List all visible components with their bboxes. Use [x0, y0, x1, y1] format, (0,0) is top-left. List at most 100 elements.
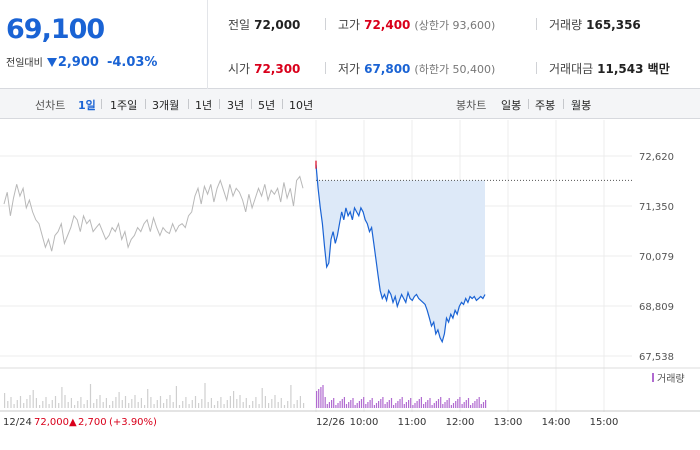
up-triangle-icon: ▲ — [69, 417, 77, 428]
volume-bar — [32, 390, 34, 408]
lower-limit: (하한가 50,400) — [414, 63, 496, 76]
chart-lines — [3, 160, 486, 344]
volume-bar — [124, 396, 127, 408]
volume-bar — [248, 405, 251, 408]
volume-bar — [420, 397, 422, 408]
divider — [282, 99, 283, 109]
volume-bar — [384, 404, 386, 408]
candle-chart-label: 봉차트 — [456, 99, 487, 112]
volume-bar — [239, 395, 241, 408]
volume-bar — [153, 404, 155, 408]
volume-bar — [99, 395, 101, 408]
period-3y[interactable]: 3년 — [227, 99, 245, 112]
volume-bar — [331, 400, 333, 408]
divider — [325, 18, 326, 30]
volume-bar — [395, 403, 397, 408]
volume-bar — [293, 404, 295, 408]
low-label: 저가 — [338, 62, 361, 76]
period-10y[interactable]: 10년 — [289, 99, 314, 112]
candle-weekly[interactable]: 주봉 — [535, 99, 556, 112]
period-1y[interactable]: 1년 — [195, 99, 213, 112]
divider — [325, 62, 326, 74]
volume-bar — [405, 402, 407, 408]
upper-limit: (상한가 93,600) — [414, 19, 496, 32]
volume-bar — [341, 399, 343, 408]
volume-bar — [380, 399, 382, 408]
x-tick-label: 12/26 — [316, 417, 345, 428]
volume-bar — [70, 398, 72, 408]
volume-bar — [465, 400, 467, 408]
chart-grid — [0, 120, 700, 412]
change-rate: -4.03% — [106, 55, 158, 70]
volume-bar — [322, 385, 324, 408]
volume-bar — [134, 395, 136, 408]
volume-bar — [102, 402, 104, 408]
volume-bar — [188, 404, 190, 408]
y-tick-label: 70,079 — [639, 252, 674, 263]
down-triangle-icon — [46, 58, 57, 67]
volume-bar — [105, 398, 107, 408]
volume-legend: 거래량 — [652, 373, 685, 385]
volume-bar — [277, 402, 279, 408]
divider — [188, 99, 189, 109]
volume-bar — [194, 396, 197, 408]
volume-bar — [252, 401, 254, 408]
volume-value: 165,356 — [586, 18, 641, 32]
prev-day-label: 12/24 — [3, 417, 32, 428]
period-5y[interactable]: 5년 — [258, 99, 276, 112]
volume-bar — [223, 404, 225, 408]
volume-bar — [137, 402, 139, 408]
high-value: 72,400 — [364, 18, 411, 32]
amount-value: 11,543 백만 — [597, 62, 670, 76]
low-value: 67,800 — [364, 62, 411, 76]
volume-bar — [427, 400, 429, 408]
volume-bar — [363, 397, 365, 408]
volume-bar — [280, 398, 282, 408]
volume-bar — [128, 403, 130, 408]
volume-bar — [457, 399, 459, 408]
volume-bar — [425, 402, 427, 408]
volume-bar — [369, 400, 371, 408]
volume-bar — [80, 397, 82, 408]
divider — [251, 99, 252, 109]
volume-bar — [343, 397, 345, 408]
volume-bar — [358, 401, 360, 408]
x-tick-label: 12:00 — [446, 417, 475, 428]
volume-bar — [299, 396, 301, 408]
volume-bar — [423, 404, 425, 408]
y-tick-label: 68,809 — [639, 302, 674, 313]
price-chart[interactable]: 72,620 71,350 70,079 68,809 67,538 12/26 10:0… — [0, 120, 700, 450]
volume-bar — [229, 396, 231, 408]
volume-bar — [416, 401, 418, 408]
candle-daily[interactable]: 일봉 — [501, 99, 522, 112]
volume-bar — [485, 400, 487, 408]
candle-monthly[interactable]: 월봉 — [571, 99, 592, 112]
volume-bar — [118, 392, 120, 408]
line-chart-label: 선차트 — [35, 99, 66, 112]
prev-day-change: 2,700 — [78, 417, 107, 428]
price-block: 69,100 전일대비 2,900 -4.03% — [0, 0, 208, 89]
divider — [528, 99, 529, 109]
volume-bar — [58, 403, 60, 408]
volume-bar — [220, 397, 222, 408]
volume-bar — [318, 389, 320, 408]
volume-bar — [463, 402, 465, 408]
volume-bar — [450, 405, 452, 408]
volume-bar — [226, 400, 228, 408]
period-3m[interactable]: 3개월 — [152, 99, 180, 112]
volume-bar — [399, 399, 401, 408]
volume-bar — [144, 405, 146, 408]
y-axis-ticks: 72,620 71,350 70,079 68,809 67,538 — [639, 152, 674, 363]
period-1d[interactable]: 1일 — [78, 99, 96, 112]
volume-bar — [201, 399, 203, 408]
volume-bar — [386, 402, 388, 408]
volume-bar — [440, 397, 442, 408]
volume-bar — [326, 404, 328, 408]
volume-bar — [115, 397, 117, 408]
volume-bar — [39, 405, 41, 408]
chart-footer: 12/24 72,000 ▲ 2,700 (+3.90%) — [3, 417, 157, 428]
period-1w[interactable]: 1주일 — [110, 99, 138, 112]
volume-bar — [10, 397, 12, 408]
volume-bar — [93, 403, 95, 408]
volume-bar — [455, 401, 457, 408]
